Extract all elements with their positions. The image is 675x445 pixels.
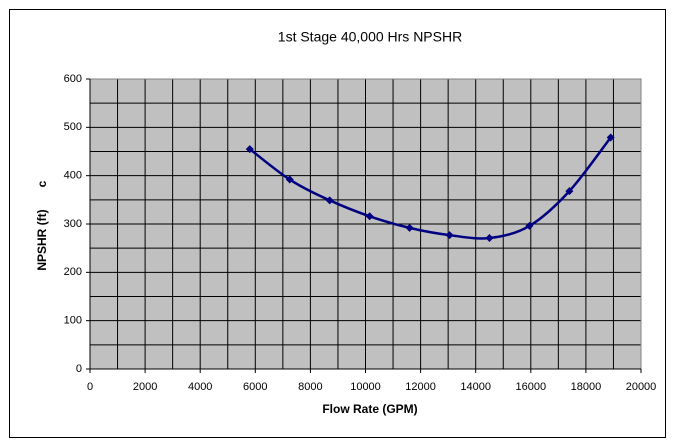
- x-tick-label: 14000: [460, 381, 491, 393]
- data-point: [245, 145, 254, 154]
- y-tick-label: 0: [76, 363, 82, 375]
- x-tick-label: 18000: [571, 381, 602, 393]
- x-tick-label: 0: [87, 381, 93, 393]
- data-point: [325, 196, 334, 205]
- data-point: [565, 187, 574, 196]
- x-tick-label: 4000: [188, 381, 212, 393]
- data-point: [285, 175, 294, 184]
- x-tick-label: 8000: [298, 381, 322, 393]
- data-point: [365, 212, 374, 221]
- data-point: [525, 221, 534, 230]
- x-tick-label: 12000: [405, 381, 436, 393]
- x-tick-label: 16000: [516, 381, 547, 393]
- x-axis-title: Flow Rate (GPM): [322, 402, 417, 416]
- x-tick-label: 20000: [626, 381, 657, 393]
- y-axis-title: NPSHR (ft): [35, 209, 49, 270]
- x-tick-label: 6000: [243, 381, 267, 393]
- data-point: [606, 133, 615, 142]
- y-tick-label: 100: [64, 315, 82, 327]
- data-point: [445, 231, 454, 240]
- series-line: [249, 136, 612, 240]
- y-tick-label: 400: [64, 170, 82, 182]
- data-point: [405, 223, 414, 232]
- chart-title: 1st Stage 40,000 Hrs NPSHR: [278, 29, 462, 45]
- x-tick-label: 2000: [133, 381, 157, 393]
- y-tick-label: 300: [64, 218, 82, 230]
- y-tick-label: 200: [64, 266, 82, 278]
- y-tick-label: 600: [64, 73, 82, 85]
- data-point: [485, 234, 494, 243]
- y-tick-label: 500: [64, 121, 82, 133]
- annotation: c: [35, 180, 49, 187]
- x-tick-label: 10000: [350, 381, 381, 393]
